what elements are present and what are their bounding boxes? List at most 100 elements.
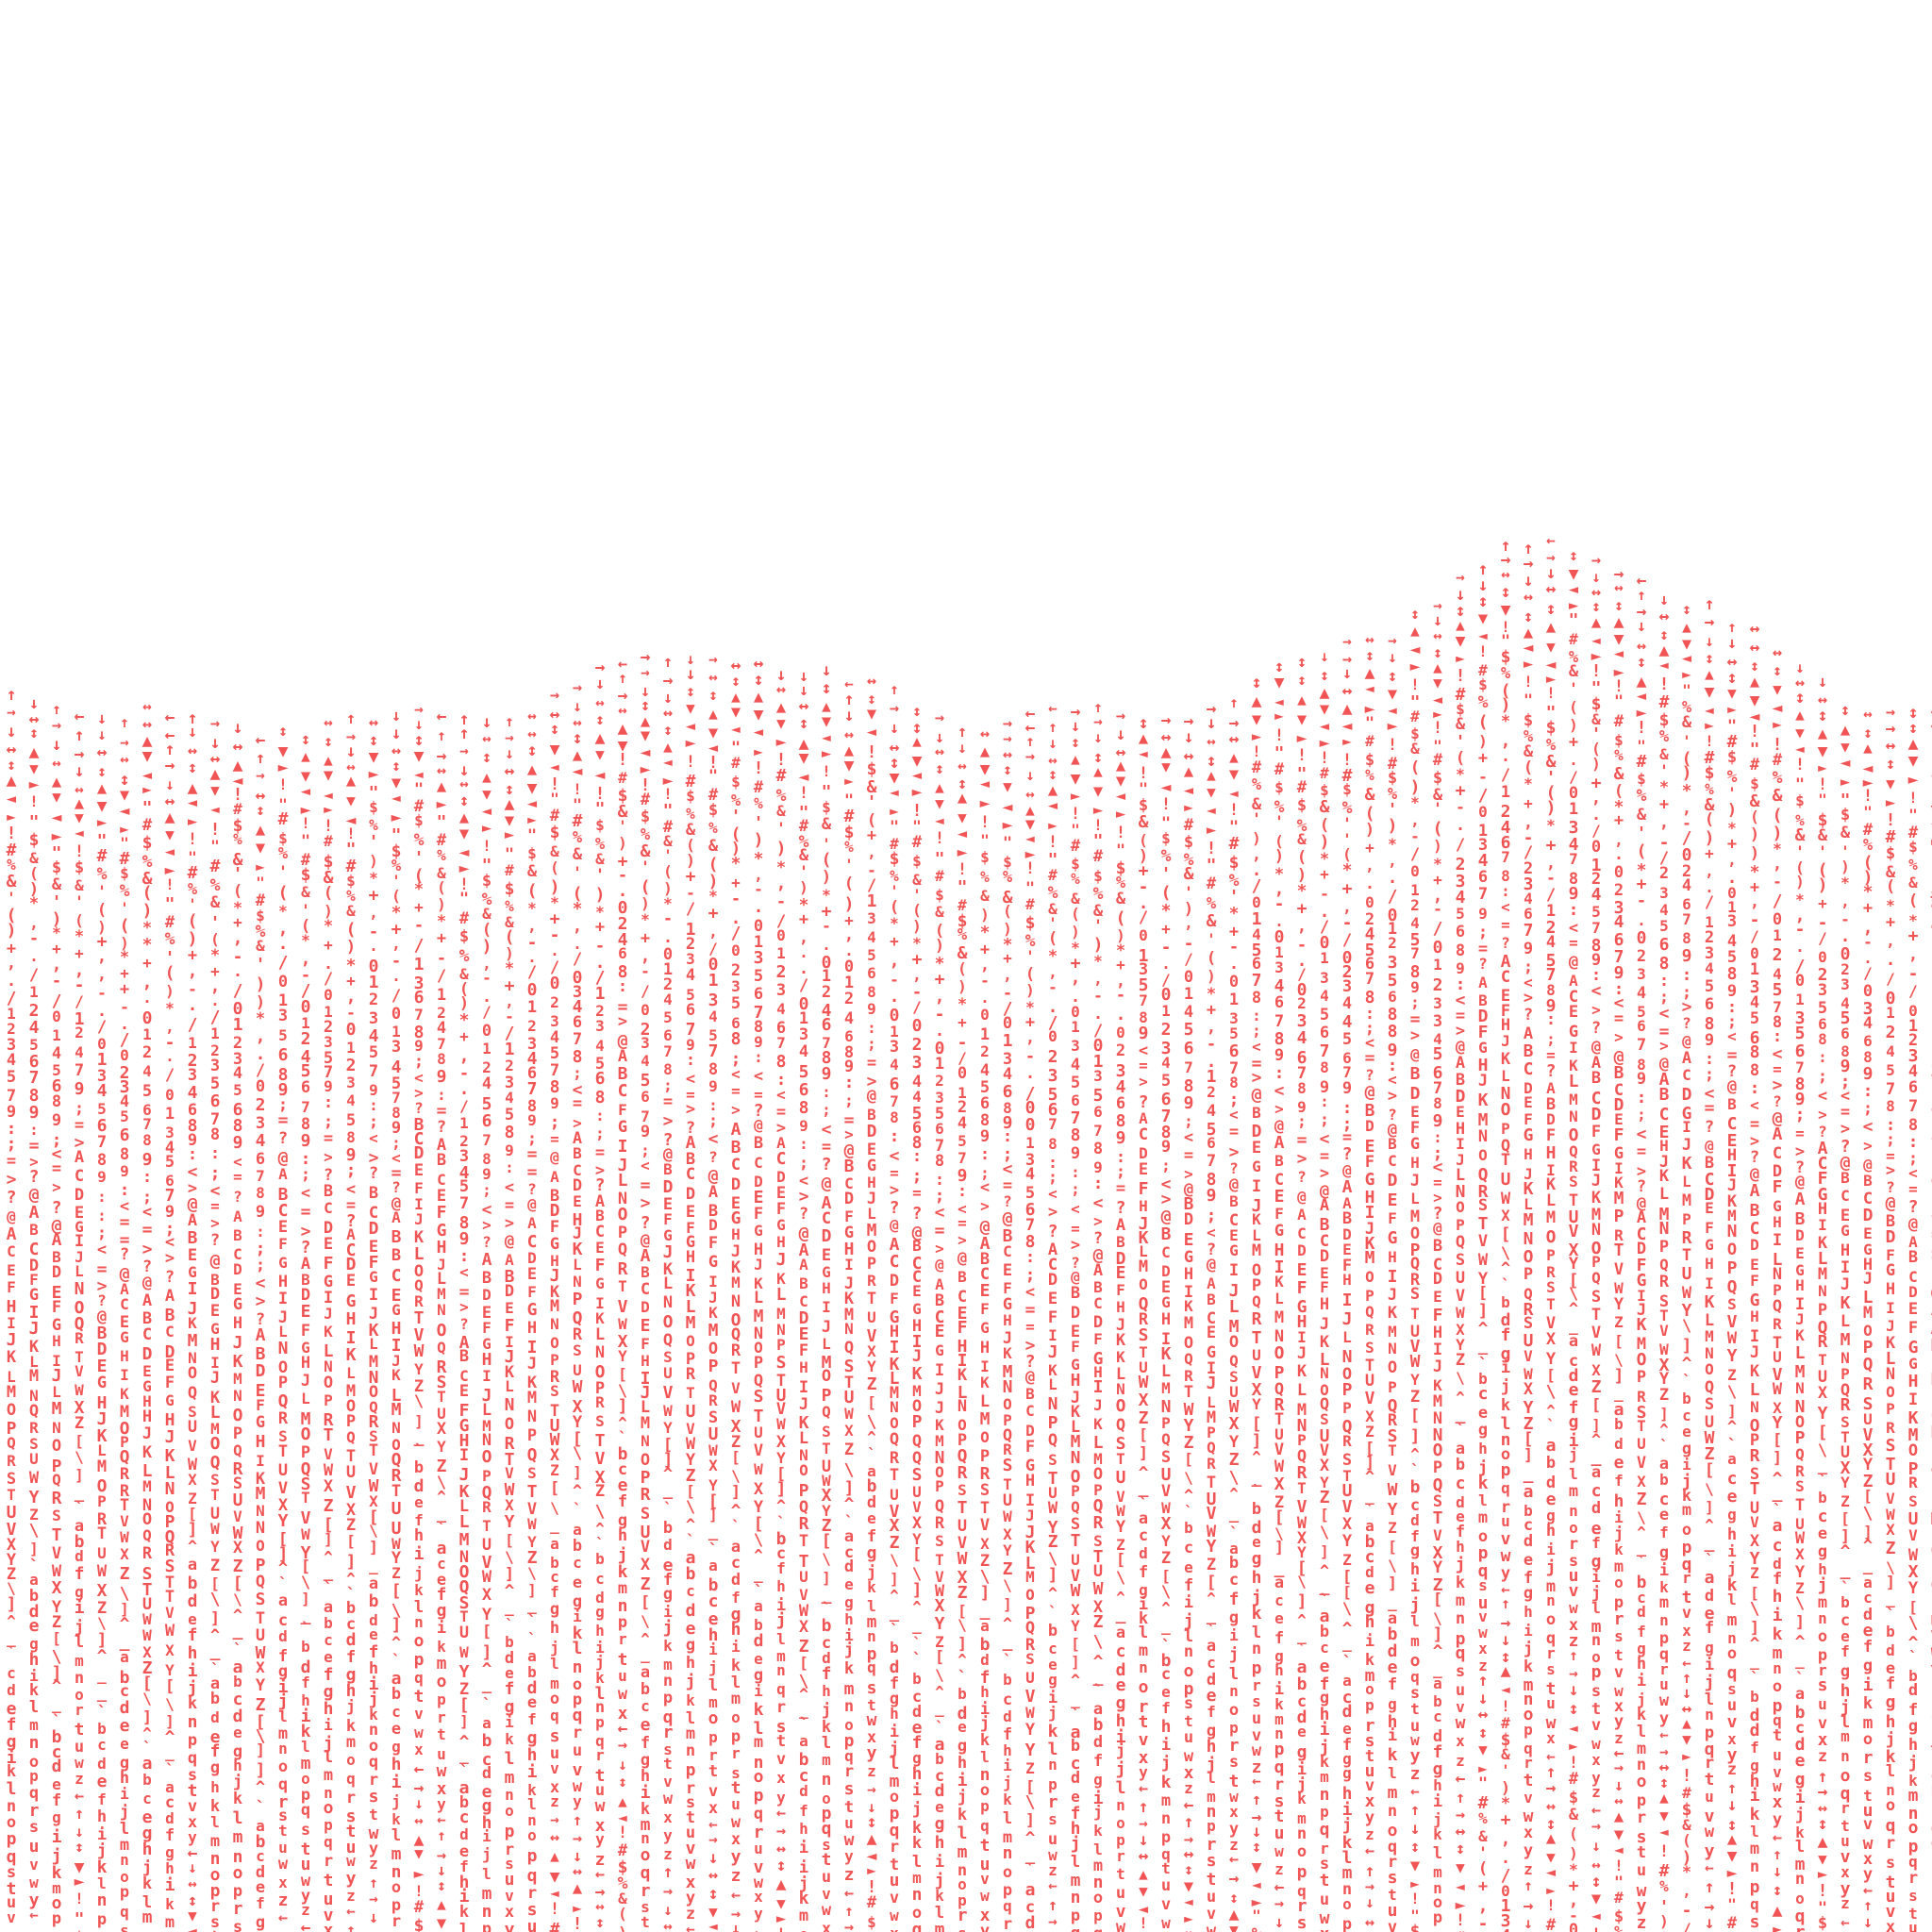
glyph-character: Y <box>475 1607 498 1624</box>
glyph-character: ↔ <box>589 695 611 710</box>
glyph-character: % <box>1155 848 1177 865</box>
glyph-character: a <box>1019 1882 1041 1899</box>
glyph-character: R <box>792 1516 815 1533</box>
glyph-character: ( <box>1404 760 1426 776</box>
glyph-character: < <box>1268 1083 1291 1100</box>
glyph-character: @ <box>883 1218 906 1233</box>
glyph-character: c <box>589 1572 611 1587</box>
glyph-character: N <box>657 1295 679 1311</box>
glyph-character: f <box>1155 1701 1177 1716</box>
glyph-character: ↑ <box>838 1904 860 1919</box>
glyph-character: N <box>249 1504 272 1519</box>
glyph-character: / <box>68 994 91 1009</box>
glyph-character: l <box>996 1811 1019 1827</box>
glyph-character: 2 <box>1404 898 1426 913</box>
glyph-character: a <box>974 1619 996 1634</box>
glyph-character: : <box>136 1170 158 1186</box>
glyph-character: r <box>702 1748 724 1763</box>
glyph-character: ◄ <box>883 785 906 800</box>
glyph-character: ! <box>747 760 770 777</box>
glyph-character: ► <box>951 844 974 861</box>
glyph-character: ▲ <box>1404 624 1426 639</box>
glyph-character: o <box>724 1710 747 1725</box>
glyph-character: = <box>951 1216 974 1231</box>
glyph-character: N <box>951 1399 974 1415</box>
glyph-character: x <box>770 1771 792 1786</box>
glyph-character: 4 <box>996 1067 1019 1083</box>
glyph-character: Q <box>340 1430 362 1445</box>
glyph-character: ◄ <box>543 1886 566 1901</box>
glyph-character: - <box>1313 887 1336 902</box>
glyph-character: , <box>1019 1030 1041 1046</box>
glyph-character: o <box>747 1769 770 1786</box>
glyph-character: i <box>113 1787 136 1802</box>
glyph-character: : <box>1268 1065 1291 1082</box>
glyph-character: [ <box>45 1631 68 1646</box>
glyph-character: ▼ <box>158 827 181 842</box>
glyph-character: Q <box>1109 1418 1132 1434</box>
glyph-character: ↕ <box>702 1886 724 1903</box>
glyph-character: ► <box>1200 823 1223 839</box>
glyph-character: p <box>1291 1864 1313 1881</box>
glyph-character: \ <box>91 1616 113 1631</box>
glyph-character: v <box>498 1889 521 1904</box>
glyph-character: H <box>1313 1297 1336 1313</box>
glyph-character: W <box>136 1628 158 1643</box>
glyph-character: 6 <box>1177 1041 1200 1058</box>
glyph-character: = <box>657 1094 679 1110</box>
glyph-character: S <box>747 1389 770 1406</box>
glyph-character: ! <box>928 831 951 847</box>
glyph-character: k <box>498 1732 521 1747</box>
glyph-character: → <box>1268 1896 1291 1912</box>
glyph-character: ► <box>815 746 838 762</box>
glyph-character: ^ <box>928 1685 951 1700</box>
glyph-character: ▲ <box>340 774 362 790</box>
glyph-character: # <box>724 756 747 771</box>
glyph-character: ↑ <box>883 682 906 697</box>
glyph-character: ↕ <box>657 723 679 738</box>
glyph-character: ▲ <box>928 780 951 795</box>
glyph-character: K <box>113 1387 136 1402</box>
glyph-character: A <box>1087 1263 1109 1279</box>
glyph-character: Q <box>1177 1352 1200 1367</box>
glyph-character: f <box>91 1792 113 1807</box>
glyph-character: ^ <box>1404 1447 1426 1462</box>
glyph-character: A <box>928 1277 951 1292</box>
glyph-character: * <box>883 916 906 931</box>
glyph-character: x <box>657 1810 679 1825</box>
glyph-character: F <box>1358 1155 1381 1171</box>
glyph-character: - <box>1109 988 1132 1004</box>
glyph-character: = <box>928 1223 951 1240</box>
glyph-character: \ <box>543 1501 566 1516</box>
glyph-character: ? <box>1358 1068 1381 1083</box>
glyph-character: H <box>1132 1199 1155 1214</box>
glyph-character: k <box>226 1791 249 1807</box>
glyph-character: k <box>408 1583 430 1598</box>
glyph-character: O <box>679 1334 702 1349</box>
glyph-character: ► <box>23 776 45 793</box>
glyph-character: A <box>272 1167 294 1182</box>
glyph-character: 1 <box>974 1027 996 1043</box>
glyph-character: M <box>226 1372 249 1387</box>
glyph-character: N <box>566 1274 589 1290</box>
glyph-character: n <box>679 1743 702 1759</box>
glyph-character: C <box>317 1201 340 1216</box>
glyph-character: l <box>385 1828 408 1844</box>
glyph-character: ) <box>158 984 181 999</box>
glyph-character: n <box>181 1714 204 1731</box>
glyph-character: ; <box>906 1168 928 1185</box>
glyph-character: p <box>181 1733 204 1749</box>
glyph-character: n <box>1041 1757 1064 1773</box>
glyph-character: ◄ <box>0 791 23 808</box>
glyph-character: Y <box>1381 1502 1404 1519</box>
glyph-character: 3 <box>1336 979 1358 995</box>
glyph-character: ? <box>430 1120 453 1136</box>
glyph-character: _ <box>747 1567 770 1582</box>
glyph-character: n <box>408 1615 430 1630</box>
glyph-character: T <box>1245 1330 1268 1347</box>
glyph-character: s <box>362 1789 385 1806</box>
glyph-character: → <box>770 1824 792 1840</box>
glyph-character: ] <box>996 1597 1019 1612</box>
glyph-character: r <box>611 1632 634 1647</box>
glyph-character: f <box>724 1591 747 1606</box>
